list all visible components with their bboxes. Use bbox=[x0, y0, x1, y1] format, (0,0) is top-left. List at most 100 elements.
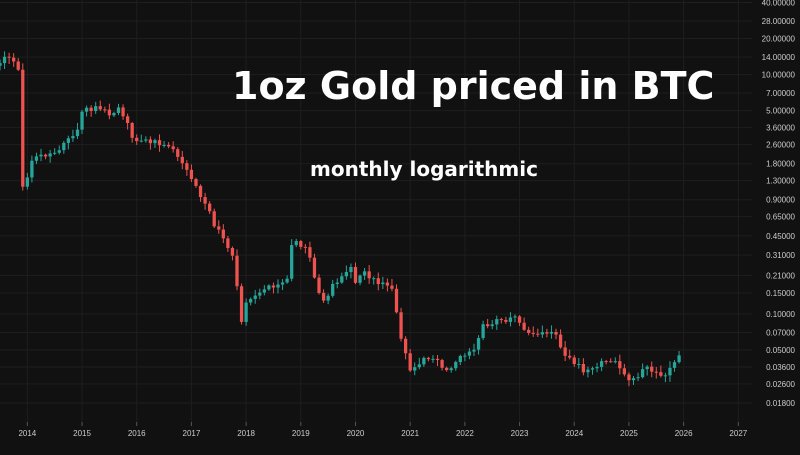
y-tick-label: 10.00000 bbox=[762, 71, 796, 80]
candle bbox=[226, 235, 230, 252]
candle bbox=[62, 140, 66, 154]
candle bbox=[650, 361, 654, 378]
x-tick-label: 2025 bbox=[620, 429, 638, 438]
candle-body bbox=[558, 334, 563, 348]
candle bbox=[30, 155, 34, 183]
candle-body bbox=[362, 271, 367, 276]
candle-body bbox=[235, 255, 239, 287]
y-tick-label: 3.60000 bbox=[766, 124, 795, 133]
candle-body bbox=[116, 107, 121, 113]
candle bbox=[381, 276, 385, 290]
candle bbox=[48, 149, 52, 163]
candle-body bbox=[358, 275, 362, 283]
candle bbox=[326, 293, 330, 305]
candle-body bbox=[563, 347, 567, 356]
x-tick-label: 2015 bbox=[73, 429, 91, 438]
candle bbox=[609, 358, 613, 363]
candle-body bbox=[162, 144, 166, 146]
candle-body bbox=[408, 353, 412, 371]
candle bbox=[558, 329, 563, 349]
candle bbox=[157, 134, 162, 152]
candle bbox=[362, 268, 367, 281]
candle-body bbox=[12, 57, 16, 62]
y-tick-label: 0.03600 bbox=[766, 363, 795, 372]
candle bbox=[276, 279, 280, 294]
candle bbox=[476, 335, 481, 355]
x-tick-label: 2017 bbox=[183, 429, 201, 438]
candle-body bbox=[413, 367, 417, 371]
candle bbox=[221, 224, 225, 244]
candle bbox=[376, 272, 380, 291]
candle-body bbox=[299, 241, 303, 247]
candle-body bbox=[604, 361, 608, 363]
candle-body bbox=[449, 368, 453, 371]
candle bbox=[385, 278, 390, 292]
candle bbox=[590, 366, 595, 375]
candle-body bbox=[198, 185, 203, 198]
candle bbox=[80, 109, 84, 135]
candle bbox=[121, 104, 125, 120]
candle-body bbox=[417, 364, 421, 368]
y-tick-label: 0.01800 bbox=[766, 399, 795, 408]
candle-body bbox=[426, 357, 431, 360]
candle-body bbox=[622, 368, 627, 375]
candle-body bbox=[217, 226, 221, 230]
candle-body bbox=[94, 106, 98, 112]
y-tick-label: 28.00000 bbox=[762, 17, 796, 26]
candle-body bbox=[267, 285, 271, 290]
candle-body bbox=[618, 361, 622, 369]
x-tick-label: 2019 bbox=[292, 429, 310, 438]
candle bbox=[185, 160, 189, 176]
candle bbox=[677, 351, 681, 364]
candle-body bbox=[189, 169, 194, 179]
candle-body bbox=[239, 286, 244, 322]
candle-body bbox=[125, 116, 130, 124]
candle bbox=[139, 134, 143, 143]
candle-body bbox=[39, 154, 43, 157]
candle bbox=[472, 343, 476, 356]
candle-body bbox=[513, 316, 517, 318]
x-axis: 2014 2015 2016 2017 2018 2019 2020 2021 2022 2023… bbox=[18, 429, 747, 438]
candle-body bbox=[103, 109, 107, 111]
candle bbox=[517, 315, 522, 326]
candle-body bbox=[572, 357, 576, 365]
candle bbox=[317, 274, 321, 295]
candle bbox=[390, 278, 394, 292]
candle bbox=[84, 105, 89, 117]
candle-body bbox=[668, 367, 672, 376]
candle bbox=[249, 297, 253, 306]
candle bbox=[21, 63, 25, 191]
x-tick-label: 2021 bbox=[401, 429, 419, 438]
candle-body bbox=[344, 272, 349, 277]
candle-body bbox=[280, 282, 285, 285]
candle bbox=[372, 276, 376, 285]
candle-body bbox=[577, 363, 581, 365]
candle-body bbox=[185, 163, 189, 170]
candle bbox=[595, 362, 599, 373]
candle-body bbox=[80, 111, 84, 130]
candle bbox=[586, 366, 590, 378]
candle-body bbox=[157, 140, 162, 146]
candle bbox=[230, 246, 235, 261]
y-tick-label: 0.31000 bbox=[766, 251, 795, 260]
candle-body bbox=[527, 329, 531, 333]
candle-body bbox=[153, 140, 157, 144]
candle-body bbox=[226, 238, 230, 248]
candle-body bbox=[43, 154, 48, 157]
candle bbox=[7, 52, 11, 64]
candle bbox=[545, 328, 549, 338]
candle-body bbox=[271, 285, 276, 288]
candle-body bbox=[568, 355, 572, 358]
candle bbox=[618, 354, 622, 375]
candle bbox=[180, 150, 184, 170]
candle bbox=[463, 353, 467, 362]
candle-body bbox=[586, 369, 590, 373]
candle-body bbox=[294, 241, 298, 246]
candle-body bbox=[381, 282, 385, 285]
candle-body bbox=[303, 246, 307, 248]
candle bbox=[212, 208, 216, 229]
candle bbox=[672, 360, 677, 372]
candle-body bbox=[376, 278, 380, 285]
candle-body bbox=[48, 153, 52, 157]
